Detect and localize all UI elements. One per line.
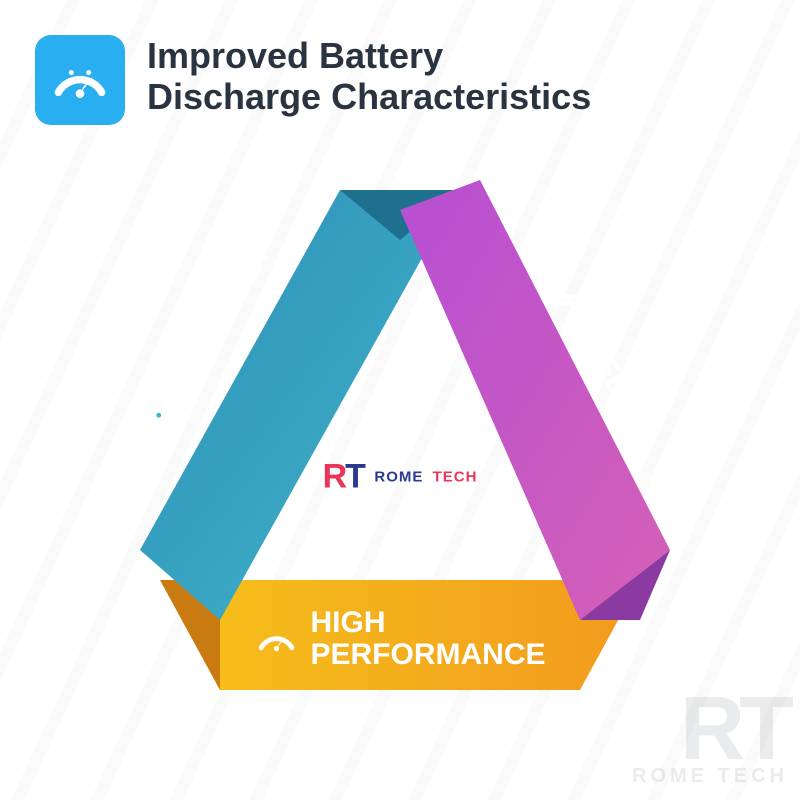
gauge-icon [254, 617, 298, 661]
gauge-icon-svg [49, 49, 111, 111]
title-line-1: Improved Battery [147, 35, 591, 76]
logo-brand: ROME TECH [374, 468, 477, 485]
logo-monogram: RT [323, 457, 364, 496]
label-performance-text: PERFORMANCE [310, 639, 545, 671]
title-line-2: Discharge Characteristics [147, 76, 591, 117]
logo-brand-line1: ROME [374, 468, 423, 485]
logo-t: T [345, 457, 364, 495]
logo-brand-line2: TECH [433, 468, 478, 485]
gauge-icon [35, 35, 125, 125]
center-logo: RT ROME TECH [323, 457, 478, 496]
page-title: Improved Battery Discharge Characteristi… [147, 35, 591, 118]
header: Improved Battery Discharge Characteristi… [35, 35, 591, 125]
label-high-performance: HIGH PERFORMANCE [254, 607, 545, 670]
label-high-text: HIGH [310, 607, 545, 639]
watermark-text: ROME TECH [632, 765, 788, 788]
triangle-infographic: LOW COST SAFETY HIGH PERFORMANCE RT ROME… [100, 180, 700, 740]
logo-r: R [323, 457, 346, 495]
